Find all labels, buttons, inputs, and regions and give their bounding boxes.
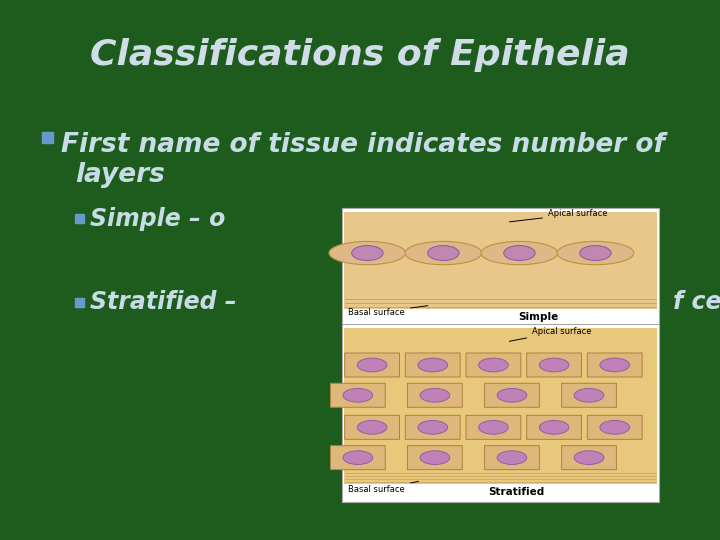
FancyBboxPatch shape (562, 383, 616, 407)
Text: Classifications of Epithelia: Classifications of Epithelia (90, 38, 630, 72)
Ellipse shape (343, 451, 373, 464)
Ellipse shape (504, 246, 535, 260)
Ellipse shape (428, 246, 459, 260)
Ellipse shape (351, 246, 383, 260)
Ellipse shape (600, 358, 629, 372)
Text: Apical surface: Apical surface (510, 327, 592, 341)
FancyBboxPatch shape (466, 353, 521, 377)
FancyBboxPatch shape (408, 446, 462, 470)
FancyBboxPatch shape (330, 446, 385, 470)
FancyBboxPatch shape (485, 383, 539, 407)
Ellipse shape (479, 358, 508, 372)
Ellipse shape (418, 421, 448, 434)
FancyBboxPatch shape (345, 415, 400, 440)
Ellipse shape (329, 241, 405, 265)
Ellipse shape (420, 388, 450, 402)
Ellipse shape (418, 358, 448, 372)
Ellipse shape (539, 358, 569, 372)
Ellipse shape (479, 421, 508, 434)
FancyBboxPatch shape (588, 353, 642, 377)
Ellipse shape (357, 421, 387, 434)
Ellipse shape (343, 388, 373, 402)
Ellipse shape (557, 241, 634, 265)
FancyBboxPatch shape (75, 214, 84, 223)
FancyBboxPatch shape (345, 353, 400, 377)
Ellipse shape (574, 388, 604, 402)
FancyBboxPatch shape (342, 208, 659, 327)
Text: Stratified –: Stratified – (90, 291, 237, 314)
FancyBboxPatch shape (485, 446, 539, 470)
FancyBboxPatch shape (42, 132, 53, 143)
Ellipse shape (539, 421, 569, 434)
Text: Simple – o: Simple – o (90, 207, 225, 231)
Text: layers: layers (75, 161, 165, 188)
FancyBboxPatch shape (562, 446, 616, 470)
Text: Stratified: Stratified (488, 487, 544, 497)
Ellipse shape (574, 451, 604, 464)
Text: First name of tissue indicates number of: First name of tissue indicates number of (61, 132, 665, 158)
Text: f cells: f cells (673, 291, 720, 314)
Ellipse shape (405, 241, 482, 265)
Text: Apical surface: Apical surface (510, 210, 608, 222)
FancyBboxPatch shape (344, 212, 657, 309)
FancyBboxPatch shape (330, 383, 385, 407)
FancyBboxPatch shape (405, 353, 460, 377)
Ellipse shape (497, 451, 527, 464)
FancyBboxPatch shape (342, 324, 659, 502)
Ellipse shape (357, 358, 387, 372)
Ellipse shape (580, 246, 611, 260)
FancyBboxPatch shape (408, 383, 462, 407)
Ellipse shape (497, 388, 527, 402)
FancyBboxPatch shape (588, 415, 642, 440)
FancyBboxPatch shape (527, 353, 582, 377)
FancyBboxPatch shape (527, 415, 582, 440)
FancyBboxPatch shape (405, 415, 460, 440)
Text: Simple: Simple (518, 312, 559, 322)
Ellipse shape (600, 421, 629, 434)
Text: Basal surface: Basal surface (348, 306, 428, 317)
FancyBboxPatch shape (344, 328, 657, 484)
Ellipse shape (481, 241, 558, 265)
FancyBboxPatch shape (466, 415, 521, 440)
Ellipse shape (420, 451, 450, 464)
FancyBboxPatch shape (75, 298, 84, 307)
Text: Basal surface: Basal surface (348, 481, 418, 494)
